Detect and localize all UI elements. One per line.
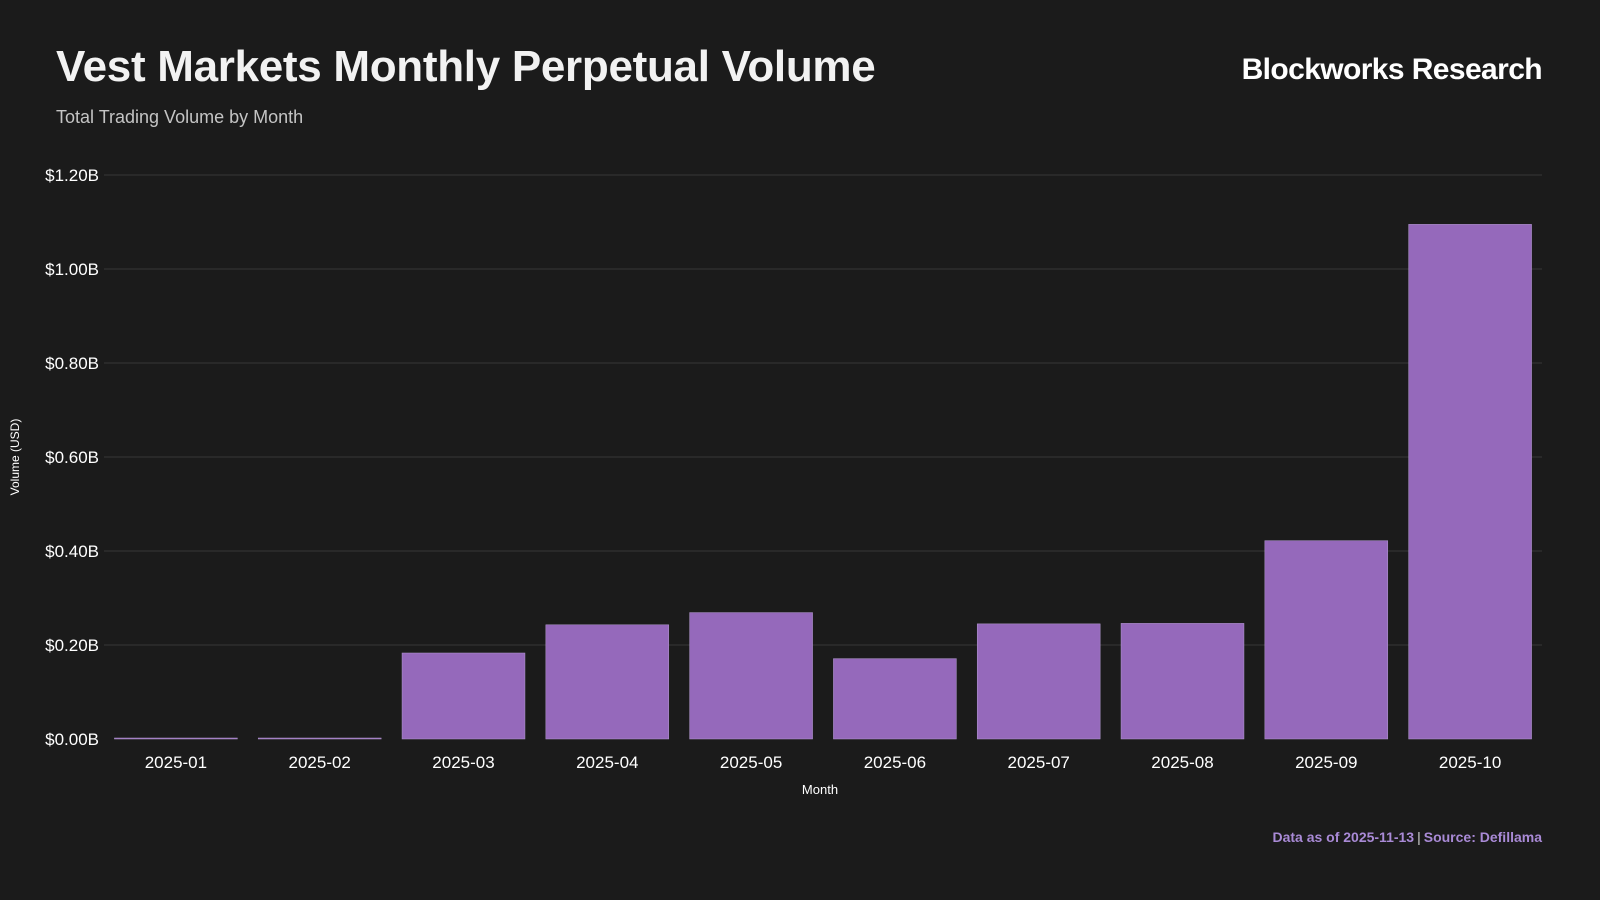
x-axis-title: Month [802, 782, 838, 797]
x-tick-label: 2025-08 [1151, 753, 1213, 772]
bar-2025-05[interactable] [689, 612, 813, 740]
bar-2025-02[interactable] [257, 737, 382, 740]
footer-source: Data as of 2025-11-13 | Source: Defillama [1272, 829, 1542, 845]
y-axis-title: Volume (USD) [8, 419, 22, 496]
x-tick-label: 2025-01 [145, 753, 207, 772]
x-tick-label: 2025-05 [720, 753, 782, 772]
x-tick-label: 2025-03 [432, 753, 494, 772]
data-date-label: Data as of 2025-11-13 [1272, 829, 1415, 845]
chart-subtitle: Total Trading Volume by Month [56, 107, 304, 127]
y-tick-label: $0.20B [45, 636, 99, 655]
bar-2025-03[interactable] [401, 652, 526, 740]
bars [114, 224, 1532, 740]
y-tick-label: $1.00B [45, 260, 99, 279]
bar-2025-09[interactable] [1264, 540, 1389, 740]
y-tick-label: $0.80B [45, 354, 99, 373]
x-tick-label: 2025-09 [1295, 753, 1357, 772]
x-tick-label: 2025-04 [576, 753, 638, 772]
bar-2025-10[interactable] [1408, 224, 1532, 740]
bar-2025-08[interactable] [1120, 623, 1245, 740]
y-axis-ticks: $0.00B $0.20B $0.40B $0.60B $0.80B $1.00B $1.2… [45, 166, 99, 749]
chart-title: Vest Markets Monthly Perpetual Volume [56, 42, 876, 91]
bar-2025-06[interactable] [833, 658, 957, 740]
source-label: Source: Defillama [1423, 829, 1542, 845]
x-tick-label: 2025-10 [1439, 753, 1501, 772]
y-tick-label: $0.00B [45, 730, 99, 749]
x-tick-label: 2025-07 [1008, 753, 1070, 772]
brand-logo-text: Blockworks Research [1241, 53, 1543, 86]
bar-2025-07[interactable] [976, 623, 1101, 740]
y-tick-label: $0.60B [45, 448, 99, 467]
y-tick-label: $0.40B [45, 542, 99, 561]
footer-separator: | [1417, 829, 1421, 845]
x-tick-label: 2025-02 [289, 753, 351, 772]
y-tick-label: $1.20B [45, 166, 99, 185]
x-axis-ticks: 2025-01 2025-02 2025-03 2025-04 2025-05 2025-… [145, 753, 1502, 772]
x-tick-label: 2025-06 [864, 753, 926, 772]
bar-2025-04[interactable] [545, 624, 670, 740]
bar-2025-01[interactable] [114, 737, 238, 740]
